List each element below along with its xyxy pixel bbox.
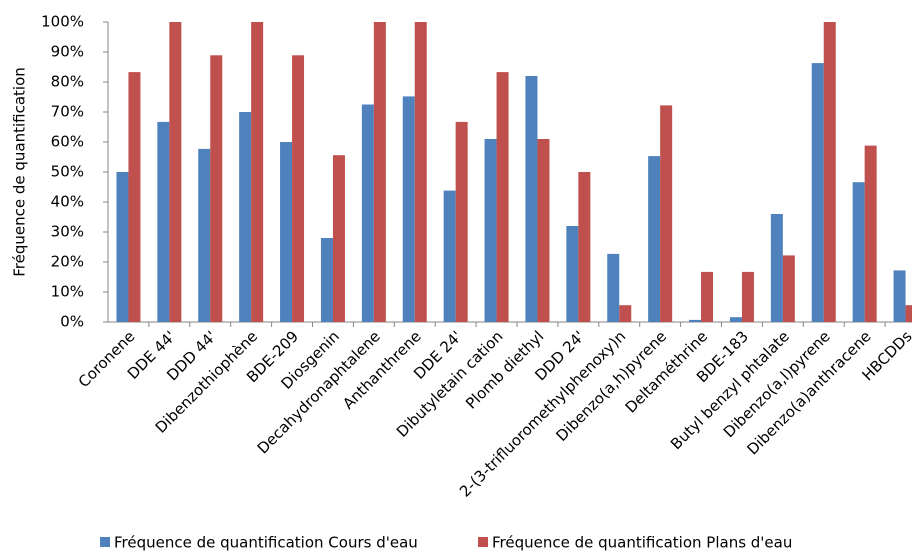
bar	[251, 22, 264, 322]
bar	[332, 155, 345, 322]
legend-label: Fréquence de quantification Cours d'eau	[114, 534, 418, 552]
bar	[864, 145, 877, 322]
bar	[689, 319, 702, 322]
bar	[893, 270, 906, 322]
bar	[782, 255, 795, 322]
bar	[157, 121, 170, 323]
y-tick-label: 80%	[51, 73, 84, 91]
y-tick-label: 100%	[41, 13, 84, 31]
bar	[741, 271, 754, 322]
y-tick-label: 20%	[51, 253, 84, 271]
y-tick-label: 30%	[51, 223, 84, 241]
bar	[770, 214, 783, 322]
bar	[239, 112, 252, 322]
bar	[729, 317, 742, 322]
bar	[648, 156, 661, 322]
bar	[198, 148, 211, 322]
y-tick-label: 70%	[51, 103, 84, 121]
bar	[484, 139, 497, 322]
y-tick-label: 0%	[60, 313, 84, 331]
y-tick-label: 50%	[51, 163, 84, 181]
bar	[116, 172, 129, 322]
bar	[701, 271, 714, 322]
x-tick-label: Coronene	[75, 327, 139, 391]
bar	[210, 55, 223, 323]
bar	[361, 104, 374, 322]
bar	[823, 22, 836, 322]
bar	[292, 55, 305, 323]
bar	[496, 72, 509, 322]
y-tick-label: 60%	[51, 133, 84, 151]
y-tick-label: 10%	[51, 283, 84, 301]
bar	[320, 238, 333, 322]
bar	[128, 72, 141, 322]
legend-swatch	[478, 537, 488, 547]
bar	[660, 105, 673, 323]
y-tick-label: 40%	[51, 193, 84, 211]
bar	[414, 22, 427, 322]
bar	[373, 22, 386, 322]
bar	[566, 226, 579, 322]
legend-swatch	[100, 537, 110, 547]
bar	[607, 253, 620, 322]
bar	[443, 190, 456, 322]
bar	[525, 76, 538, 322]
bar	[455, 121, 468, 323]
bar	[280, 142, 293, 322]
legend-label: Fréquence de quantification Plans d'eau	[492, 534, 792, 552]
bar	[619, 305, 632, 322]
bar	[578, 172, 591, 322]
bar	[402, 96, 415, 323]
bar	[905, 305, 912, 322]
bar	[537, 139, 550, 322]
bar	[811, 63, 824, 322]
y-axis-label: Fréquence de quantification	[11, 67, 29, 277]
bar	[852, 182, 865, 322]
y-tick-label: 90%	[51, 43, 84, 61]
bar	[169, 22, 182, 322]
